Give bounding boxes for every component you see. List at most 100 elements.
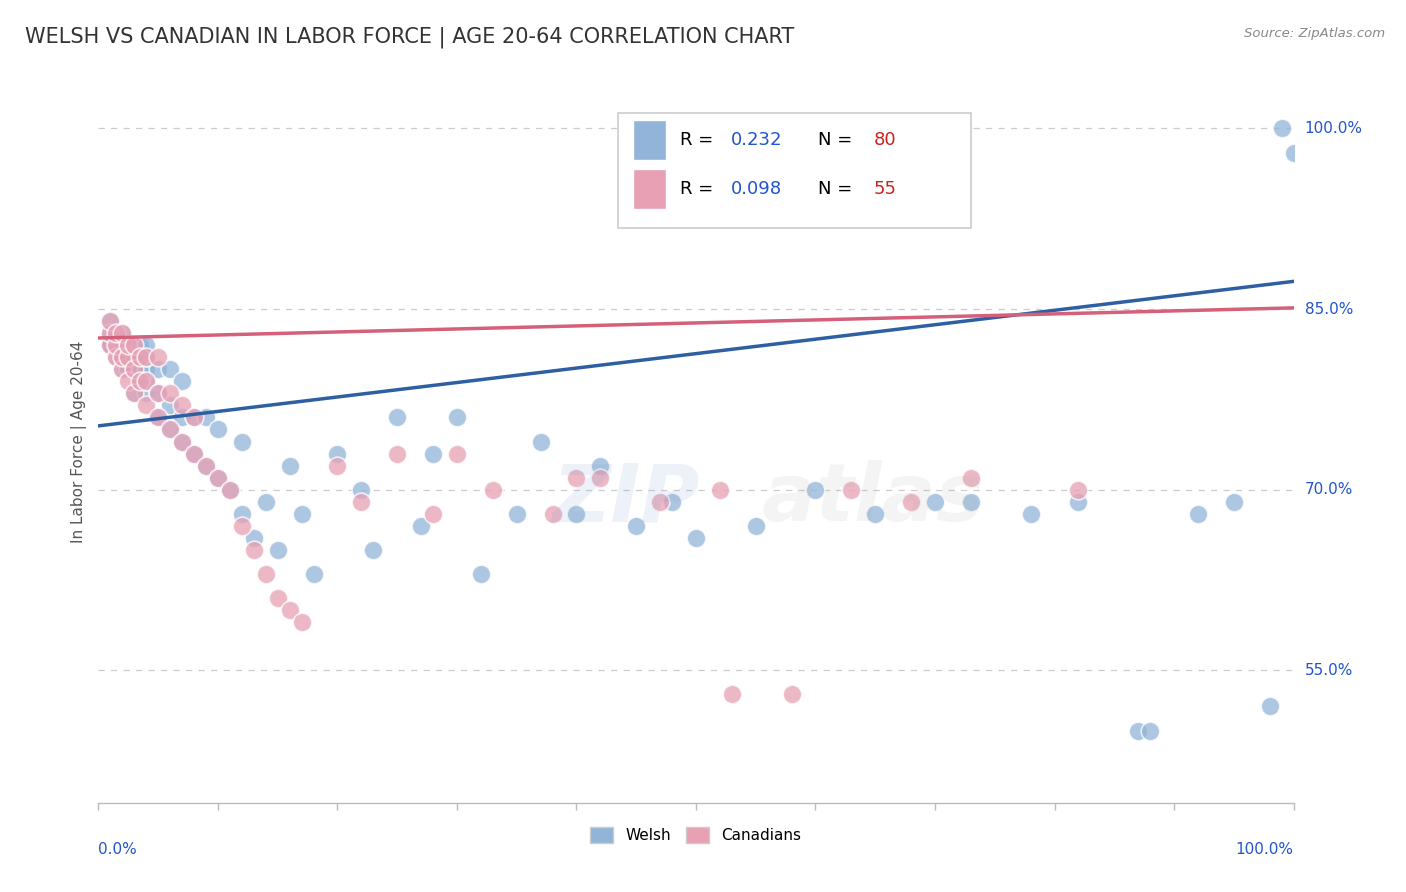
Point [135,350,157,364]
Text: N =: N = [818,179,858,198]
Point [105,350,128,364]
Point [98,326,122,341]
Point [243,542,266,557]
Point [685,531,707,545]
Point [1187,507,1209,521]
Text: 0.0%: 0.0% [98,842,138,856]
Text: 100.0%: 100.0% [1305,121,1362,136]
Point [172,410,194,425]
Point [207,471,229,485]
Point [589,458,612,473]
Point [278,458,301,473]
Text: 100.0%: 100.0% [1236,842,1294,856]
Point [661,495,683,509]
Point [960,495,983,509]
Point [1139,723,1161,738]
Point [135,398,157,412]
Point [159,423,181,437]
Point [148,362,170,376]
Point [159,386,181,401]
Point [183,410,205,425]
Point [117,350,139,364]
Point [111,350,134,364]
Point [105,338,128,352]
Point [385,447,409,461]
Point [159,423,181,437]
Text: 0.098: 0.098 [731,179,782,198]
Point [129,338,152,352]
Point [117,338,139,352]
Point [1019,507,1042,521]
Point [207,471,229,485]
Point [350,483,373,497]
Point [207,423,229,437]
Point [565,507,588,521]
Point [243,531,266,545]
Point [111,362,134,376]
Point [254,567,277,582]
Point [98,338,122,352]
Text: R =: R = [681,131,720,149]
Point [481,483,505,497]
Point [446,410,468,425]
Point [960,471,983,485]
Point [98,314,122,328]
Point [135,362,157,376]
Point [231,434,253,449]
Point [291,615,314,630]
Text: 55: 55 [875,179,897,198]
Point [124,338,146,352]
Point [291,507,314,521]
Point [506,507,529,521]
Point [589,471,612,485]
Point [446,447,468,461]
Point [363,542,385,557]
Point [709,483,731,497]
Point [183,447,205,461]
Point [105,350,128,364]
Legend: Welsh, Canadians: Welsh, Canadians [585,822,807,849]
Point [326,447,349,461]
Point [135,350,157,364]
Point [565,471,588,485]
Point [804,483,827,497]
Point [267,591,290,606]
Point [530,434,553,449]
Text: 85.0%: 85.0% [1305,301,1353,317]
Point [148,350,170,364]
Point [117,362,139,376]
Point [124,362,146,376]
Point [172,434,194,449]
Point [841,483,863,497]
Text: N =: N = [818,131,858,149]
Point [124,338,146,352]
Point [105,326,128,341]
Point [135,375,157,389]
Point [278,603,301,617]
Point [129,350,152,364]
Y-axis label: In Labor Force | Age 20-64: In Labor Force | Age 20-64 [72,341,87,542]
Point [302,567,325,582]
Point [231,507,253,521]
Point [159,362,181,376]
Point [1271,121,1294,136]
Point [183,410,205,425]
Text: WELSH VS CANADIAN IN LABOR FORCE | AGE 20-64 CORRELATION CHART: WELSH VS CANADIAN IN LABOR FORCE | AGE 2… [25,27,794,48]
Point [1128,723,1150,738]
Point [159,398,181,412]
Point [148,410,170,425]
Point [98,338,122,352]
Point [183,447,205,461]
Point [117,338,139,352]
Point [124,386,146,401]
Point [117,375,139,389]
Point [626,519,648,533]
Point [1223,495,1246,509]
Point [124,350,146,364]
Point [98,338,122,352]
Point [195,458,218,473]
Point [865,507,887,521]
Point [900,495,922,509]
Point [422,447,444,461]
Point [111,326,134,341]
